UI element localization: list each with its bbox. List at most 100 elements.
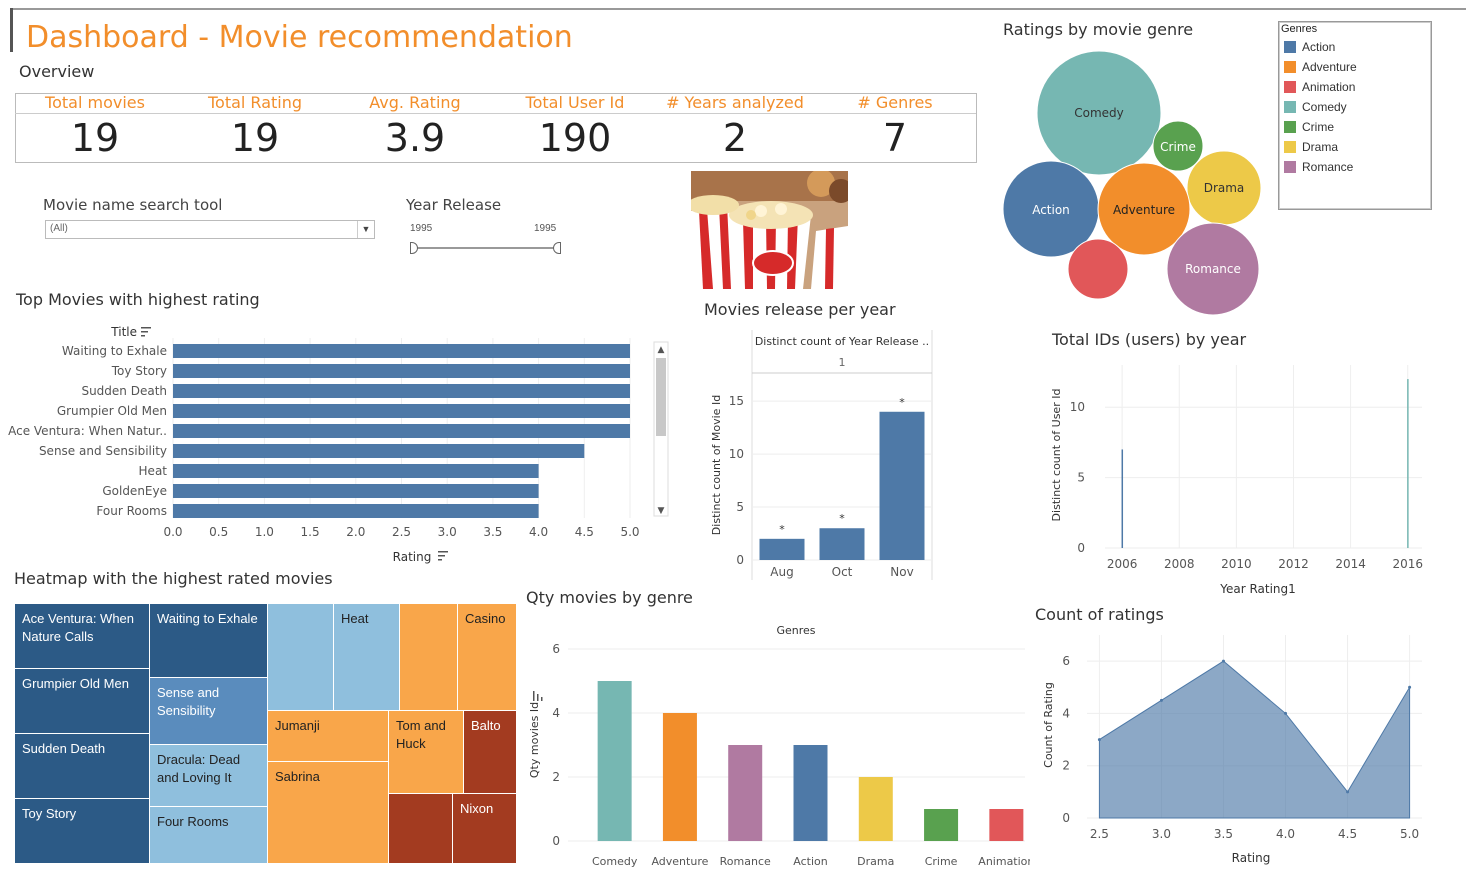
- sort-icon[interactable]: [533, 691, 543, 701]
- heatmap-cell[interactable]: Ace Ventura: When Nature Calls: [15, 604, 150, 669]
- data-point[interactable]: [1346, 790, 1350, 794]
- data-point[interactable]: [1097, 738, 1101, 742]
- bar[interactable]: [793, 745, 828, 841]
- heatmap-cell[interactable]: Casino: [458, 604, 517, 711]
- y-tick-label: 4: [552, 706, 560, 720]
- y-tick-label: Toy Story: [111, 364, 167, 378]
- bar[interactable]: [662, 713, 697, 841]
- bar[interactable]: [173, 484, 539, 498]
- bubble-label: Crime: [1160, 140, 1196, 154]
- x-tick-label: Crime: [925, 855, 958, 868]
- x-tick-label: 4.0: [529, 525, 548, 539]
- legend-item-action[interactable]: Action: [1284, 40, 1335, 54]
- kpi-value: 19: [70, 116, 120, 160]
- legend-item-drama[interactable]: Drama: [1284, 140, 1338, 154]
- legend-item-crime[interactable]: Crime: [1284, 120, 1334, 134]
- bubble-chart: Comedy Crime Drama Action Adventure Roma…: [1002, 50, 1262, 316]
- bar[interactable]: [879, 411, 925, 560]
- x-tick-label: Adventure: [651, 855, 708, 868]
- bar[interactable]: [173, 344, 630, 358]
- area-series[interactable]: [1098, 660, 1411, 819]
- chevron-down-icon[interactable]: ▼: [357, 221, 374, 238]
- legend-item-adventure[interactable]: Adventure: [1284, 60, 1357, 74]
- heatmap-cell[interactable]: Toy Story: [15, 799, 150, 864]
- data-point[interactable]: [1284, 711, 1288, 715]
- sort-icon[interactable]: [438, 551, 448, 561]
- y-tick-label: GoldenEye: [102, 484, 167, 498]
- x-tick-label: 2008: [1164, 557, 1195, 571]
- data-point[interactable]: [1159, 698, 1163, 702]
- heatmap-cell[interactable]: Sabrina: [268, 762, 389, 864]
- bubble-adventure[interactable]: [1097, 162, 1191, 256]
- data-point[interactable]: [1221, 659, 1225, 663]
- y-axis-label: Qty movies Id: [528, 702, 541, 778]
- x-tick-label: 5.0: [620, 525, 639, 539]
- legend-item-comedy[interactable]: Comedy: [1284, 100, 1347, 114]
- heatmap-cell[interactable]: Dracula: Dead and Loving It: [150, 745, 268, 807]
- heatmap-cell[interactable]: [389, 794, 453, 864]
- heatmap-cell[interactable]: Balto: [464, 711, 517, 794]
- bubble-animation[interactable]: [1067, 238, 1129, 300]
- top-movies-title: Top Movies with highest rating: [16, 290, 260, 309]
- x-tick-label: Animation: [978, 855, 1030, 868]
- bar[interactable]: [173, 444, 585, 458]
- year-slider-max-handle[interactable]: [553, 242, 561, 254]
- heatmap-cell[interactable]: Four Rooms: [150, 807, 268, 864]
- bar[interactable]: [597, 681, 632, 841]
- legend-label: Drama: [1302, 140, 1339, 154]
- top-movies-chart: Title 0.0 0.5 1.0 1.5 2.0 2.5 3.0 3.5 4.0 4.5 5.0 W…: [8, 325, 669, 564]
- bar[interactable]: [1407, 379, 1409, 548]
- data-point[interactable]: [1408, 685, 1412, 689]
- x-axis-label: Rating: [1232, 851, 1271, 865]
- sort-icon[interactable]: [141, 327, 151, 337]
- bar[interactable]: [173, 404, 630, 418]
- dropdown-value: (All): [50, 223, 68, 234]
- heatmap-cell[interactable]: Jumanji: [268, 711, 389, 762]
- bubble-comedy[interactable]: [1036, 50, 1162, 176]
- scroll-down-icon: ▼: [658, 506, 665, 516]
- bar[interactable]: [173, 384, 630, 398]
- bar[interactable]: [173, 464, 539, 478]
- bar-marker: *: [899, 396, 905, 409]
- kpi-label: # Genres: [857, 93, 933, 112]
- movie-search-dropdown[interactable]: (All) ▼: [45, 220, 375, 239]
- bar[interactable]: [173, 424, 630, 438]
- y-tick-label: 0: [736, 553, 744, 567]
- heatmap-cell[interactable]: Sudden Death: [15, 734, 150, 799]
- heatmap-cell[interactable]: Sense and Sensibility: [150, 678, 268, 745]
- legend-item-romance[interactable]: Romance: [1284, 160, 1353, 174]
- release-chart-title: Movies release per year: [704, 300, 896, 319]
- year-slider-min-handle[interactable]: [410, 242, 418, 254]
- bar[interactable]: [924, 809, 959, 841]
- heatmap-cell[interactable]: Nixon: [453, 794, 517, 864]
- bar[interactable]: [858, 777, 893, 841]
- bar[interactable]: [173, 364, 630, 378]
- bar[interactable]: [173, 504, 539, 518]
- vertical-scrollbar[interactable]: ▲ ▼: [653, 341, 669, 517]
- heatmap-cell[interactable]: [400, 604, 458, 711]
- x-tick-label: 2006: [1107, 557, 1138, 571]
- bubble-romance[interactable]: [1166, 222, 1260, 316]
- heatmap-cell[interactable]: Heat: [334, 604, 400, 711]
- bubble-crime[interactable]: [1152, 120, 1204, 172]
- y-tick-label: Sudden Death: [81, 384, 167, 398]
- count-of-ratings-chart: Count of Rating Rating 0 2 4 6 2.5 3.0 3.5 4.0 4…: [1042, 635, 1422, 865]
- heatmap-cell[interactable]: [268, 604, 334, 711]
- x-tick-label: 1.0: [255, 525, 274, 539]
- heatmap-cell[interactable]: Grumpier Old Men: [15, 669, 150, 734]
- y-tick-label: 5: [1077, 471, 1085, 485]
- y-tick-label: 10: [729, 447, 744, 461]
- heatmap-cell[interactable]: Tom and Huck: [389, 711, 464, 794]
- year-slider-track[interactable]: [413, 247, 557, 249]
- bar[interactable]: [728, 745, 763, 841]
- qty-by-genre-chart: Genres Qty movies Id 0 2 4 6 Comedy Adventure…: [528, 624, 1030, 868]
- heatmap-cell[interactable]: Waiting to Exhale: [150, 604, 268, 678]
- legend-label: Crime: [1302, 120, 1334, 134]
- bar[interactable]: [819, 528, 865, 560]
- legend-swatch: [1284, 141, 1296, 153]
- legend-item-animation[interactable]: Animation: [1284, 80, 1355, 94]
- bar[interactable]: [989, 809, 1024, 841]
- kpi-panel: [15, 93, 977, 163]
- bar[interactable]: [759, 538, 805, 560]
- bar[interactable]: [1121, 449, 1124, 548]
